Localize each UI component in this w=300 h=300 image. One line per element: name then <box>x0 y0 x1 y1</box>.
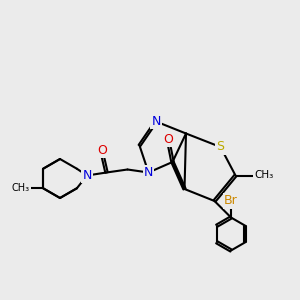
Text: N: N <box>82 169 92 182</box>
Text: O: O <box>97 143 107 157</box>
Text: S: S <box>217 140 224 154</box>
Text: Br: Br <box>224 194 238 208</box>
Text: O: O <box>163 133 173 146</box>
Text: CH₃: CH₃ <box>254 170 274 181</box>
Text: N: N <box>144 166 153 179</box>
Text: N: N <box>151 115 161 128</box>
Text: CH₃: CH₃ <box>12 183 30 193</box>
